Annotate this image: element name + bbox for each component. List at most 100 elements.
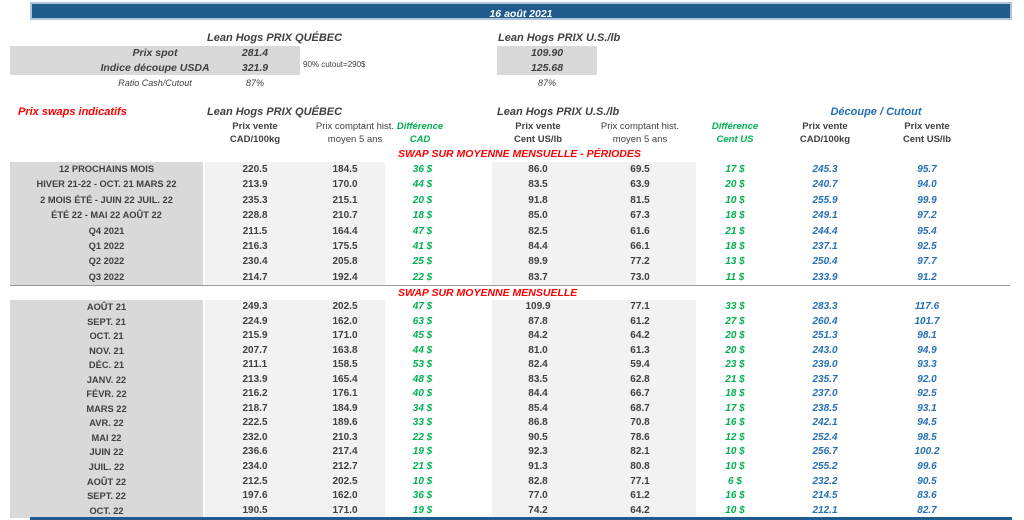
us-sell-cell[interactable]: 89.9 (492, 254, 584, 270)
cutout-us-cell[interactable]: 92.0 (917, 373, 937, 385)
cutout-cad-cell[interactable]: 260.4 (812, 315, 838, 327)
us-hist-cell[interactable]: 77.1 (584, 474, 696, 490)
cutout-us-cell[interactable]: 97.7 (917, 256, 937, 268)
cutout-cad-cell[interactable]: 237.1 (812, 240, 838, 252)
month-label-cell[interactable]: JUIL. 22 (10, 460, 203, 475)
us-sell-cell[interactable]: 84.4 (492, 387, 584, 402)
diff-us-cell[interactable]: 13 $ (725, 256, 745, 268)
diff-cad-cell[interactable]: 19 $ (412, 446, 433, 458)
diff-us-cell[interactable]: 20 $ (725, 179, 745, 191)
cutout-cad-cell[interactable]: 214.5 (812, 490, 838, 502)
us-sell-cell[interactable]: 84.2 (492, 329, 584, 344)
us-hist-cell[interactable]: 64.2 (584, 503, 696, 519)
diff-us-cell[interactable]: 21 $ (725, 373, 745, 385)
us-sell-cell[interactable]: 85.0 (492, 208, 584, 224)
diff-us-cell[interactable]: 20 $ (725, 344, 745, 356)
diff-cad-cell[interactable]: 22 $ (412, 271, 433, 283)
diff-cad-cell[interactable]: 47 $ (412, 225, 433, 237)
cutout-us-cell[interactable]: 94.5 (917, 417, 937, 429)
diff-cad-cell[interactable]: 53 $ (412, 359, 433, 371)
us-sell-cell[interactable]: 81.0 (492, 343, 584, 359)
period-label-cell[interactable]: ÉTÉ 22 - MAI 22 AOÛT 22 (10, 208, 203, 224)
cutout-cad-cell[interactable]: 255.2 (812, 461, 838, 473)
cutout-us-cell[interactable]: 92.5 (917, 388, 937, 400)
us-hist-cell[interactable]: 67.3 (584, 208, 696, 224)
diff-us-cell[interactable]: 17 $ (725, 402, 745, 414)
diff-cad-cell[interactable]: 47 $ (412, 301, 433, 312)
month-label-cell[interactable]: SEPT. 22 (10, 489, 203, 504)
qc-hist-cell[interactable]: 175.5 (305, 238, 385, 255)
qc-sell-cell[interactable]: 207.7 (205, 343, 305, 359)
cutout-cad-cell[interactable]: 256.7 (812, 446, 838, 458)
qc-sell-cell[interactable]: 222.5 (205, 416, 305, 431)
qc-hist-cell[interactable]: 164.4 (305, 223, 385, 239)
us-hist-cell[interactable]: 62.8 (584, 372, 696, 388)
qc-sell-cell[interactable]: 215.9 (205, 329, 305, 344)
cutout-us-cell[interactable]: 94.9 (917, 344, 937, 356)
diff-cad-cell[interactable]: 44 $ (412, 179, 433, 191)
us-sell-cell[interactable]: 83.5 (492, 372, 584, 388)
cutout-cad-cell[interactable]: 235.7 (812, 373, 838, 385)
qc-hist-cell[interactable]: 212.7 (305, 460, 385, 475)
qc-sell-cell[interactable]: 235.3 (205, 192, 305, 209)
qc-sell-cell[interactable]: 216.2 (205, 387, 305, 402)
qc-hist-cell[interactable]: 217.4 (305, 445, 385, 461)
us-sell-cell[interactable]: 90.5 (492, 430, 584, 446)
qc-sell-cell[interactable]: 216.3 (205, 238, 305, 255)
us-sell-cell[interactable]: 86.0 (492, 162, 584, 178)
us-hist-cell[interactable]: 63.9 (584, 177, 696, 193)
month-label-cell[interactable]: OCT. 22 (10, 503, 203, 519)
qc-sell-cell[interactable]: 190.5 (205, 503, 305, 519)
cutout-us-cell[interactable]: 100.2 (914, 446, 940, 458)
diff-us-cell[interactable]: 6 $ (728, 475, 742, 487)
month-label-cell[interactable]: AVR. 22 (10, 416, 203, 431)
cutout-us-cell[interactable]: 83.6 (917, 490, 937, 502)
cutout-us-cell[interactable]: 95.4 (917, 225, 937, 237)
qc-sell-cell[interactable]: 214.7 (205, 269, 305, 285)
cutout-us-cell[interactable]: 93.3 (917, 359, 937, 371)
qc-hist-cell[interactable]: 210.3 (305, 430, 385, 446)
diff-us-cell[interactable]: 10 $ (725, 461, 745, 473)
qc-sell-cell[interactable]: 230.4 (205, 254, 305, 270)
diff-cad-cell[interactable]: 36 $ (412, 164, 433, 175)
us-hist-cell[interactable]: 61.2 (584, 489, 696, 504)
month-label-cell[interactable]: DÉC. 21 (10, 358, 203, 373)
cutout-us-cell[interactable]: 98.5 (917, 431, 937, 443)
qc-hist-cell[interactable]: 165.4 (305, 372, 385, 388)
month-label-cell[interactable]: SEPT. 21 (10, 314, 203, 330)
qc-sell-cell[interactable]: 212.5 (205, 474, 305, 490)
cutout-cad-cell[interactable]: 233.9 (812, 271, 838, 283)
diff-us-cell[interactable]: 12 $ (725, 431, 745, 443)
diff-cad-cell[interactable]: 10 $ (412, 475, 433, 487)
qc-cash-cutout-ratio[interactable]: 87% (245, 78, 264, 88)
cutout-cad-cell[interactable]: 212.1 (812, 504, 838, 516)
cutout-cad-cell[interactable]: 252.4 (812, 431, 838, 443)
diff-cad-cell[interactable]: 41 $ (412, 240, 433, 252)
us-sell-cell[interactable]: 82.5 (492, 223, 584, 239)
diff-cad-cell[interactable]: 18 $ (412, 210, 433, 222)
us-hist-cell[interactable]: 80.8 (584, 460, 696, 475)
qc-hist-cell[interactable]: 192.4 (305, 269, 385, 285)
us-hist-cell[interactable]: 70.8 (584, 416, 696, 431)
cutout-cad-cell[interactable]: 239.0 (812, 359, 838, 371)
diff-us-cell[interactable]: 17 $ (725, 164, 745, 175)
cutout-cad-cell[interactable]: 237.0 (812, 388, 838, 400)
qc-sell-cell[interactable]: 211.1 (205, 358, 305, 373)
period-label-cell[interactable]: Q4 2021 (10, 223, 203, 239)
us-spot-price[interactable]: 109.90 (530, 47, 564, 59)
us-sell-cell[interactable]: 74.2 (492, 503, 584, 519)
cutout-us-cell[interactable]: 97.2 (917, 210, 937, 222)
us-sell-cell[interactable]: 82.4 (492, 358, 584, 373)
us-hist-cell[interactable]: 77.2 (584, 254, 696, 270)
us-hist-cell[interactable]: 73.0 (584, 269, 696, 285)
qc-hist-cell[interactable]: 189.6 (305, 416, 385, 431)
cutout-us-cell[interactable]: 92.5 (917, 240, 937, 252)
qc-hist-cell[interactable]: 210.7 (305, 208, 385, 224)
diff-cad-cell[interactable]: 36 $ (412, 490, 433, 502)
us-sell-cell[interactable]: 87.8 (492, 314, 584, 330)
us-cash-cutout-ratio[interactable]: 87% (537, 78, 556, 88)
month-label-cell[interactable]: MAI 22 (10, 430, 203, 446)
cutout-cad-cell[interactable]: 232.2 (812, 475, 838, 487)
qc-sell-cell[interactable]: 213.9 (205, 372, 305, 388)
period-label-cell[interactable]: 12 PROCHAINS MOIS (10, 162, 203, 178)
